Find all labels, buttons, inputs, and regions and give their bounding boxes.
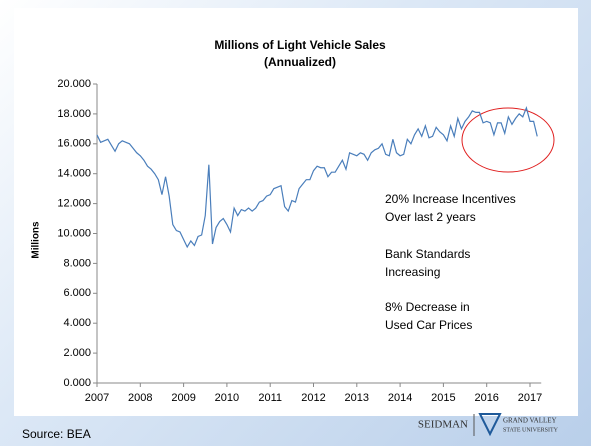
x-tick-label: 2010 bbox=[215, 392, 239, 404]
chart-area bbox=[14, 8, 578, 416]
y-tick-label: 10.000 bbox=[57, 227, 91, 239]
y-tick-label: 6.000 bbox=[63, 287, 91, 299]
chart-title: Millions of Light Vehicle Sales bbox=[214, 38, 386, 52]
y-tick-label: 8.000 bbox=[63, 257, 91, 269]
annotation: 8% Decrease in bbox=[385, 300, 470, 314]
source: Source: BEA bbox=[22, 427, 91, 441]
logo-text: SEIDMAN bbox=[418, 419, 468, 431]
y-tick-label: 12.000 bbox=[57, 198, 91, 210]
annotation: Used Car Prices bbox=[385, 318, 472, 332]
y-tick-label: 14.000 bbox=[57, 168, 91, 180]
y-tick-label: 18.000 bbox=[57, 108, 91, 120]
x-tick-label: 2016 bbox=[474, 392, 498, 404]
logo-text: GRAND VALLEY bbox=[503, 417, 557, 425]
y-tick-label: 2.000 bbox=[63, 347, 91, 359]
y-axis-label: Millions bbox=[31, 221, 42, 259]
line-series bbox=[96, 106, 538, 249]
y-tick-label: 16.000 bbox=[57, 138, 91, 150]
annotation: Over last 2 years bbox=[385, 210, 476, 224]
y-tick-label: 0.000 bbox=[63, 377, 91, 389]
chart-subtitle: (Annualized) bbox=[264, 55, 336, 69]
y-tick-label: 20.000 bbox=[57, 78, 91, 90]
x-tick-label: 2015 bbox=[431, 392, 455, 404]
highlight-ellipse bbox=[461, 107, 555, 173]
y-tick-label: 4.000 bbox=[63, 317, 91, 329]
x-tick-label: 2007 bbox=[85, 392, 109, 404]
logo-text: STATE UNIVERSITY bbox=[503, 427, 559, 433]
x-tick-label: 2014 bbox=[388, 392, 412, 404]
logo-icon bbox=[478, 413, 502, 437]
annotation: Bank Standards bbox=[385, 247, 470, 261]
x-tick-label: 2008 bbox=[128, 392, 152, 404]
x-tick-label: 2011 bbox=[258, 392, 282, 404]
annotation: 20% Increase Incentives bbox=[385, 192, 516, 206]
annotation: Increasing bbox=[385, 265, 440, 279]
x-tick-label: 2009 bbox=[171, 392, 195, 404]
x-tick-label: 2013 bbox=[345, 392, 369, 404]
x-tick-label: 2012 bbox=[301, 392, 325, 404]
x-tick-label: 2017 bbox=[518, 392, 542, 404]
